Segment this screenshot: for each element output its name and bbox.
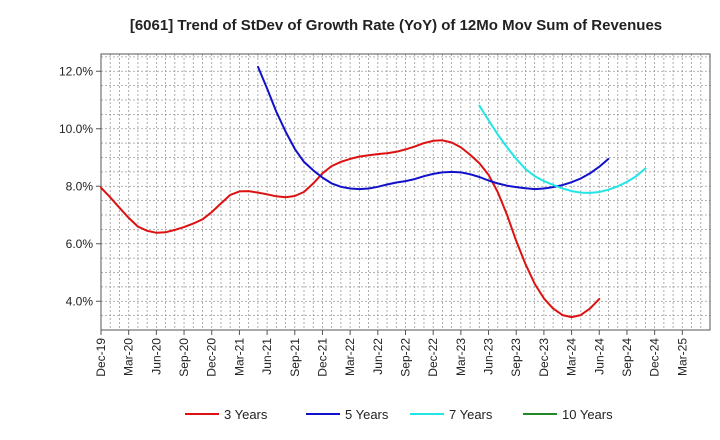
x-tick-label: Mar-21 xyxy=(232,338,246,376)
x-tick-label: Jun-21 xyxy=(260,338,274,375)
legend-label-5-years: 5 Years xyxy=(345,407,389,422)
x-tick-label: Sep-21 xyxy=(288,338,302,377)
x-tick-label: Dec-23 xyxy=(537,338,551,377)
series-layer xyxy=(100,65,647,319)
x-tick-label: Jun-22 xyxy=(371,338,385,375)
legend: 3 Years 5 Years 7 Years 10 Years xyxy=(185,407,613,422)
y-tick-label: 12.0% xyxy=(59,64,93,78)
chart-title: [6061] Trend of StDev of Growth Rate (Yo… xyxy=(130,17,662,34)
x-tick-label: Mar-20 xyxy=(122,338,136,376)
x-tick-label: Mar-24 xyxy=(565,338,579,376)
legend-label-7-years: 7 Years xyxy=(449,407,493,422)
legend-label-10-years: 10 Years xyxy=(562,407,613,422)
legend-label-3-years: 3 Years xyxy=(224,407,268,422)
x-tick-label: Jun-24 xyxy=(592,338,606,375)
x-tick-label: Dec-20 xyxy=(205,338,219,377)
x-tick-label: Jun-23 xyxy=(482,338,496,375)
series-line-3-years xyxy=(100,139,601,319)
y-tick-label: 10.0% xyxy=(59,122,93,136)
grid-layer xyxy=(100,54,711,331)
x-tick-label: Dec-19 xyxy=(94,338,108,377)
x-tick-label: Sep-23 xyxy=(509,338,523,377)
x-tick-label: Dec-22 xyxy=(426,338,440,377)
x-tick-label: Mar-23 xyxy=(454,338,468,376)
x-tick-label: Dec-21 xyxy=(315,338,329,377)
x-tick-label: Mar-22 xyxy=(343,338,357,376)
x-axis: Dec-19 Mar-20 Jun-20 Sep-20 Dec-20 Mar-21 Jun-… xyxy=(94,330,689,377)
x-tick-label: Mar-25 xyxy=(675,338,689,376)
x-tick-label: Jun-20 xyxy=(149,338,163,375)
x-tick-label: Sep-22 xyxy=(399,338,413,377)
series-line-5-years xyxy=(257,65,610,191)
x-tick-label: Dec-24 xyxy=(648,338,662,377)
x-tick-label: Sep-24 xyxy=(620,338,634,377)
x-tick-label: Sep-20 xyxy=(177,338,191,377)
series-line-7-years xyxy=(478,104,647,194)
y-tick-label: 6.0% xyxy=(66,237,94,251)
y-tick-label: 4.0% xyxy=(66,294,94,308)
y-axis: 4.0% 6.0% 8.0% 10.0% 12.0% xyxy=(59,64,101,308)
y-tick-label: 8.0% xyxy=(66,179,94,193)
